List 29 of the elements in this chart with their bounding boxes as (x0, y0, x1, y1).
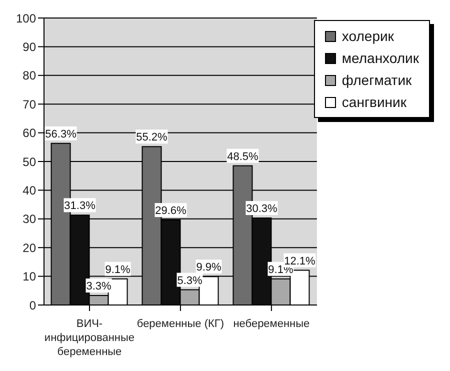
legend-label: холерик (342, 27, 394, 46)
legend-label: сангвиник (342, 93, 406, 112)
data-label: 56.3% (45, 128, 77, 140)
y-tick-label: 70 (22, 97, 36, 112)
data-label: 9.1% (105, 264, 131, 276)
y-tick-label: 10 (22, 270, 36, 284)
legend-label: меланхолик (342, 49, 419, 68)
data-label: 31.3% (64, 200, 96, 212)
x-tick-label: небеременные (233, 318, 310, 330)
y-tick-label: 20 (22, 240, 36, 255)
y-tick-label: 0 (29, 298, 36, 312)
y-tick-label: 80 (22, 68, 36, 83)
y-tick-label: 40 (22, 183, 36, 198)
y-tick-label: 90 (22, 40, 36, 54)
x-tick-label: беременные (КГ) (136, 318, 224, 330)
y-tick-label: 60 (22, 126, 36, 140)
data-label: 5.3% (177, 274, 203, 287)
x-tick-label: ВИЧ-инфицированные беременные (44, 318, 135, 358)
data-label: 48.5% (227, 150, 259, 163)
data-label: 55.2% (136, 132, 168, 144)
y-tick-label: 100 (16, 11, 36, 26)
data-label: 3.3% (86, 280, 112, 293)
y-tick-label: 30 (22, 212, 36, 226)
data-label: 9.9% (196, 262, 222, 274)
y-tick-label: 50 (22, 154, 36, 169)
data-label: 30.3% (246, 203, 278, 216)
legend-label: флегматик (342, 71, 412, 90)
data-label: 12.1% (284, 255, 316, 268)
data-label: 29.6% (155, 205, 187, 218)
